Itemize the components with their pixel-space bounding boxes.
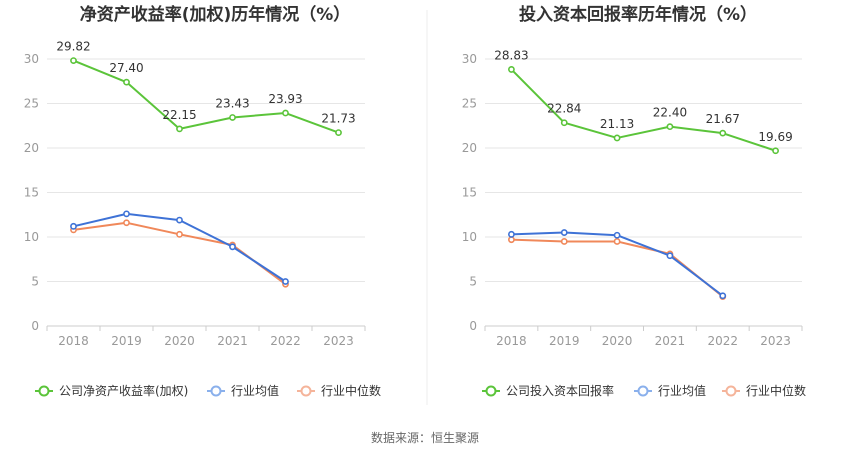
legend-item-avg[interactable]: 行业均值	[207, 383, 279, 398]
legend-label: 行业均值	[231, 383, 279, 398]
data-point-avg[interactable]	[229, 243, 236, 251]
x-tick-label: 2019	[111, 334, 142, 348]
y-tick-label: 30	[24, 52, 39, 66]
data-label: 22.15	[162, 108, 196, 122]
x-tick-label: 2020	[602, 334, 633, 348]
series-line-median	[511, 238, 724, 298]
data-label: 27.40	[109, 61, 143, 75]
y-tick-label: 15	[24, 186, 39, 200]
legend-item-avg[interactable]: 行业均值	[634, 383, 706, 398]
data-point-median[interactable]	[176, 230, 183, 238]
y-tick-label: 25	[24, 97, 39, 111]
data-label: 21.13	[600, 117, 634, 131]
legend-marker	[725, 385, 737, 397]
roic-chart: 投入资本回报率历年情况（%） 0 5 10 15 20 25 30 2018 2019 2020 20…	[462, 4, 806, 398]
data-label: 21.67	[706, 112, 740, 126]
x-tick-label: 2018	[58, 334, 89, 348]
data-point-avg[interactable]	[282, 278, 289, 285]
series-line-company	[73, 59, 339, 134]
x-tick-label: 2019	[549, 334, 580, 348]
legend-marker	[38, 385, 50, 397]
data-point-avg[interactable]	[123, 210, 130, 218]
x-tick-label: 2021	[655, 334, 686, 348]
legend-marker	[300, 385, 312, 397]
data-label: 29.82	[56, 40, 90, 54]
x-tick-label: 2020	[164, 334, 195, 348]
data-label: 23.93	[268, 92, 302, 106]
data-point-company[interactable]	[70, 57, 77, 65]
y-tick-label: 0	[31, 319, 39, 333]
x-tick-label: 2023	[323, 334, 354, 348]
chart-title: 净资产收益率(加权)历年情况（%）	[80, 4, 351, 25]
data-point-company[interactable]	[719, 129, 727, 137]
data-point-avg[interactable]	[560, 229, 568, 236]
y-tick-label: 10	[462, 230, 477, 244]
data-point-company[interactable]	[176, 125, 183, 133]
legend-label: 行业中位数	[746, 383, 806, 398]
data-label: 22.84	[547, 102, 581, 116]
data-point-company[interactable]	[772, 147, 779, 155]
legend-marker	[210, 385, 222, 397]
data-point-median[interactable]	[508, 236, 515, 244]
series-line-company	[510, 68, 776, 152]
roe-chart: 净资产收益率(加权)历年情况（%） 0 5 10 15 20 25 30 2018 2019 202…	[24, 4, 381, 398]
data-point-avg[interactable]	[719, 292, 727, 300]
y-tick-label: 10	[24, 230, 39, 244]
data-label: 23.43	[215, 96, 249, 110]
data-point-company[interactable]	[282, 109, 289, 117]
legend-item-company[interactable]: 公司净资产收益率(加权)	[35, 383, 188, 398]
data-point-company[interactable]	[229, 114, 236, 121]
y-tick-label: 5	[31, 275, 39, 289]
data-label: 19.69	[758, 130, 792, 144]
data-point-avg[interactable]	[508, 230, 515, 238]
data-label: 22.40	[653, 106, 687, 120]
legend-item-company[interactable]: 公司投入资本回报率	[482, 383, 614, 398]
data-point-company[interactable]	[560, 119, 568, 127]
x-tick-label: 2022	[707, 334, 738, 348]
data-point-company[interactable]	[123, 78, 130, 86]
x-tick-label: 2023	[760, 334, 791, 348]
data-point-avg[interactable]	[176, 216, 183, 224]
data-point-median[interactable]	[560, 238, 568, 245]
x-tick-label: 2022	[270, 334, 301, 348]
data-point-avg[interactable]	[70, 222, 77, 230]
data-point-median[interactable]	[123, 219, 130, 227]
y-tick-label: 15	[462, 186, 477, 200]
data-point-avg[interactable]	[613, 231, 621, 239]
data-source-footer: 数据来源：恒生聚源	[371, 430, 479, 445]
x-tick-label: 2018	[496, 334, 527, 348]
legend-marker	[485, 385, 497, 397]
x-tick-label: 2021	[217, 334, 248, 348]
data-point-median[interactable]	[613, 238, 621, 245]
y-tick-label: 25	[462, 97, 477, 111]
y-tick-label: 20	[24, 141, 39, 155]
legend-item-median[interactable]: 行业中位数	[722, 383, 806, 398]
data-point-company[interactable]	[335, 129, 342, 137]
chart-title: 投入资本回报率历年情况（%）	[519, 4, 757, 25]
legend-label: 行业中位数	[321, 383, 381, 398]
legend-item-median[interactable]: 行业中位数	[297, 383, 381, 398]
series-line-avg	[73, 212, 287, 283]
y-tick-label: 20	[462, 141, 477, 155]
data-label: 21.73	[321, 112, 355, 126]
data-point-company[interactable]	[613, 134, 621, 142]
data-point-avg[interactable]	[666, 252, 674, 260]
legend-label: 公司投入资本回报率	[506, 383, 614, 398]
y-tick-label: 30	[462, 52, 477, 66]
data-point-company[interactable]	[508, 66, 515, 73]
legend-label: 行业均值	[658, 383, 706, 398]
data-label: 28.83	[494, 48, 528, 62]
y-tick-label: 5	[469, 275, 477, 289]
y-tick-label: 0	[469, 319, 477, 333]
legend-label: 公司净资产收益率(加权)	[59, 383, 188, 398]
legend-marker	[637, 385, 649, 397]
data-point-company[interactable]	[666, 123, 674, 131]
